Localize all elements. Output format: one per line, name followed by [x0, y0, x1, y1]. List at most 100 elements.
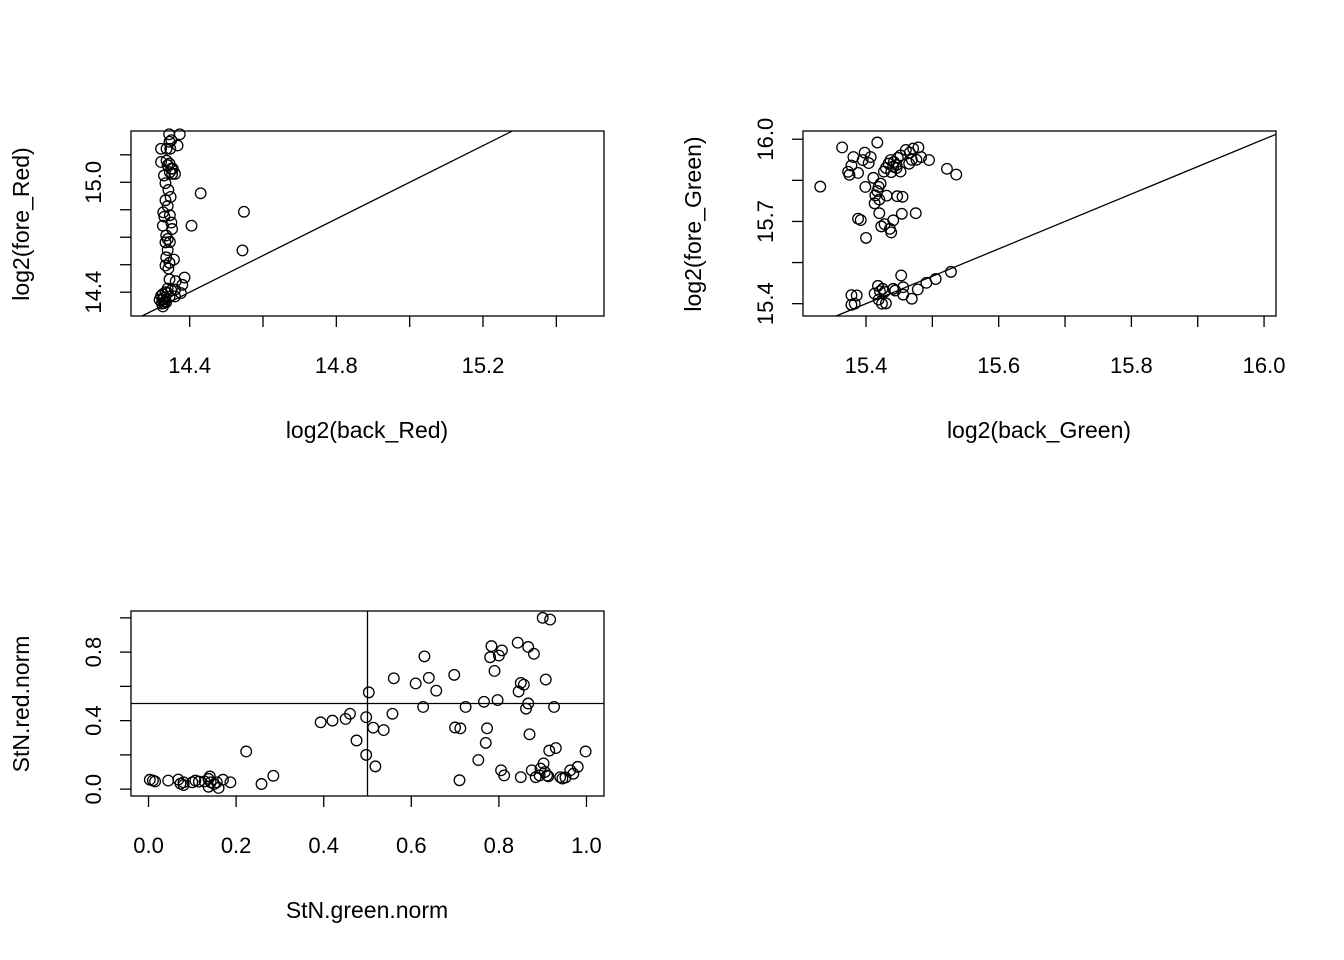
stn-point [543, 744, 556, 757]
red-ylabel: log2(fore_Red) [8, 147, 34, 300]
green-point [875, 220, 888, 233]
red-point [174, 287, 187, 300]
red-point [155, 297, 168, 310]
stn-point [454, 722, 467, 735]
red-point [158, 210, 171, 223]
stn-point [224, 776, 237, 789]
green-point [854, 214, 867, 227]
green-point [856, 154, 869, 167]
stn-point [479, 736, 492, 749]
stn-x-tick-label: 0.0 [133, 833, 164, 858]
stn-point [417, 700, 430, 713]
green-point [852, 166, 865, 179]
red-point [166, 223, 179, 235]
stn-point [267, 769, 280, 782]
stn-point [522, 697, 535, 710]
red-point [159, 194, 172, 207]
red-point [163, 236, 176, 248]
stn-point [517, 678, 530, 691]
red-point [171, 139, 184, 152]
stn-point [210, 776, 223, 789]
green-point [909, 207, 922, 220]
red-x-tick-label: 15.2 [462, 353, 505, 378]
stn-point [369, 760, 382, 773]
stn-point [362, 686, 375, 699]
green-point [859, 180, 872, 193]
stn-point [538, 766, 551, 778]
red-point [169, 290, 181, 303]
green-point [885, 226, 898, 239]
stn-x-tick-label: 0.8 [484, 833, 515, 858]
panel-red-scatter: log2(back_Red) log2(fore_Red) 14.4 14.8 15… [8, 128, 605, 443]
green-point [868, 197, 881, 210]
stn-y-tick-label: 0.0 [81, 774, 106, 805]
green-point [873, 207, 886, 220]
green-point [903, 157, 916, 170]
green-point [887, 282, 900, 295]
red-point [194, 187, 207, 200]
green-point [894, 165, 907, 178]
green-point [867, 171, 880, 184]
green-point [862, 157, 875, 170]
green-point [896, 190, 909, 203]
red-x-tick-label: 14.4 [168, 353, 211, 378]
green-point [871, 136, 884, 149]
green-point [843, 168, 856, 181]
green-point [910, 153, 923, 166]
stn-point [344, 707, 356, 720]
stn-point [453, 774, 466, 787]
stn-point [522, 641, 535, 653]
stn-x-tick-label: 0.2 [221, 833, 252, 858]
green-point [879, 297, 892, 310]
green-point [941, 162, 953, 175]
stn-point [523, 728, 536, 741]
green-point [872, 293, 885, 306]
green-point [874, 177, 887, 190]
green-plot-frame [802, 130, 1277, 317]
stn-point [571, 760, 584, 773]
stn-point [387, 672, 400, 685]
panel-green-scatter: log2(back_Green) log2(fore_Green) 15.4 15… [680, 118, 1285, 443]
stn-point [478, 695, 490, 708]
green-point [877, 165, 890, 178]
stn-point [326, 714, 339, 727]
stn-x-tick-label: 0.4 [308, 833, 339, 858]
red-point [173, 128, 186, 141]
stn-point [496, 644, 508, 657]
green-y-tick-label: 15.4 [753, 282, 778, 325]
red-point [163, 209, 176, 222]
stn-point [422, 671, 435, 684]
red-point [166, 162, 179, 175]
green-point [858, 146, 871, 159]
stn-y-tick-label: 0.8 [81, 637, 106, 668]
stn-point [149, 775, 162, 788]
stn-point [177, 779, 190, 791]
red-point [159, 177, 172, 190]
red-identity-line [141, 130, 513, 317]
stn-point [409, 677, 422, 690]
green-point [836, 141, 849, 154]
green-point [860, 231, 872, 244]
stn-point [472, 754, 485, 766]
red-point [155, 142, 168, 155]
red-point [185, 219, 198, 232]
red-point [161, 200, 174, 213]
red-plot-frame [130, 130, 605, 317]
stn-point [240, 745, 253, 758]
stn-xlabel: StN.green.norm [286, 897, 448, 923]
stn-x-tick-label: 0.6 [396, 833, 427, 858]
stn-point [511, 636, 524, 649]
green-point [911, 283, 924, 296]
stn-point [544, 613, 557, 626]
stn-x-tick-label: 1.0 [571, 833, 602, 858]
stn-point [377, 724, 390, 737]
stn-point [484, 651, 497, 664]
red-xlabel: log2(back_Red) [286, 417, 448, 443]
stn-point [217, 773, 229, 786]
stn-point [448, 668, 461, 681]
green-point [850, 289, 863, 302]
green-point [885, 166, 898, 179]
stn-point [542, 770, 555, 783]
green-x-tick-label: 15.6 [977, 353, 1020, 378]
stn-point [430, 684, 443, 697]
